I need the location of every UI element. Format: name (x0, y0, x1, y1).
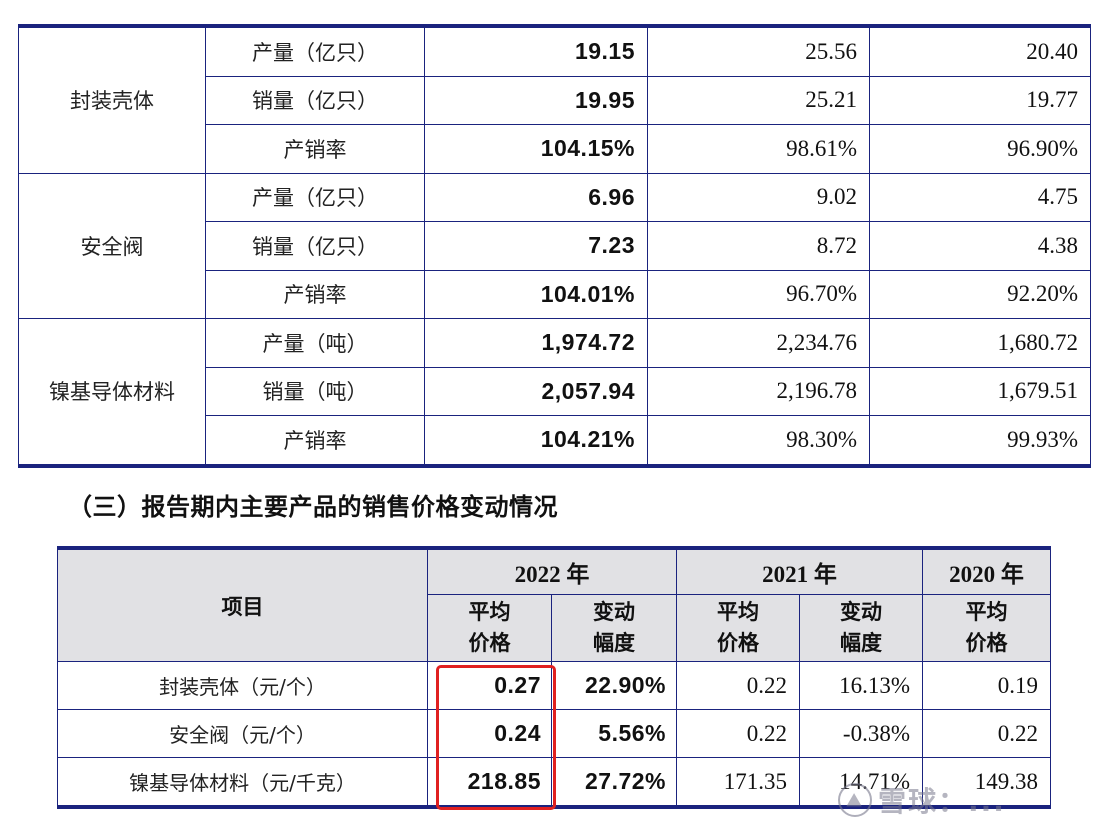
header-avg-price-2021: 平均 价格 (676, 594, 800, 662)
metric-cell: 产销率 (205, 269, 425, 319)
value-2022: 1,974.72 (424, 318, 648, 368)
table-row: 安全阀（元/个） 0.24 5.56% 0.22 -0.38% 0.22 (57, 709, 1051, 758)
price-change-table: 项目 2022 年 2021 年 2020 年 平均 价格 变动 幅度 平均 价… (57, 546, 1051, 809)
value-2021: 8.72 (647, 221, 870, 271)
value-2020: 19.77 (869, 75, 1091, 125)
value-2022: 104.15% (424, 124, 648, 174)
metric-cell: 产销率 (205, 415, 425, 466)
value-2021: 2,196.78 (647, 366, 870, 416)
value-2022: 104.01% (424, 269, 648, 319)
value-2021: 98.30% (647, 415, 870, 466)
price-2022: 218.85 (427, 757, 552, 808)
price-2022: 0.27 (427, 661, 552, 710)
category-cell: 镍基导体材料 (18, 318, 206, 466)
metric-cell: 销量（亿只） (205, 75, 425, 125)
change-2022: 27.72% (551, 757, 677, 808)
table-row: 封装壳体（元/个） 0.27 22.90% 0.22 16.13% 0.19 (57, 661, 1051, 710)
change-2022: 22.90% (551, 661, 677, 710)
change-2022: 5.56% (551, 709, 677, 758)
metric-cell: 产量（吨） (205, 318, 425, 368)
metric-cell: 产量（亿只） (205, 25, 425, 77)
watermark-text: 雪球：... (878, 785, 1006, 818)
value-2020: 92.20% (869, 269, 1091, 319)
header-year-2022: 2022 年 (427, 547, 677, 595)
header-year-2021: 2021 年 (676, 547, 923, 595)
metric-cell: 产量（亿只） (205, 172, 425, 222)
value-2020: 1,680.72 (869, 318, 1091, 368)
product-name: 封装壳体（元/个） (57, 661, 428, 710)
product-name: 镍基导体材料（元/千克） (57, 757, 428, 808)
table-row: 镍基导体材料 产量（吨） 1,974.72 2,234.76 1,680.72 (18, 318, 1091, 466)
price-2022: 0.24 (427, 709, 552, 758)
header-row-sub: 平均 价格 变动 幅度 平均 价格 变动 幅度 平均 价格 (58, 594, 1051, 662)
value-2022: 7.23 (424, 221, 648, 271)
value-2022: 19.95 (424, 75, 648, 125)
snowball-logo-icon: ⛰ (838, 783, 872, 817)
price-2020: 0.22 (922, 709, 1051, 758)
value-2020: 99.93% (869, 415, 1091, 466)
value-2021: 98.61% (647, 124, 870, 174)
header-avg-price-2020: 平均 价格 (922, 594, 1051, 662)
product-name: 安全阀（元/个） (57, 709, 428, 758)
value-2020: 4.38 (869, 221, 1091, 271)
section-heading: （三）报告期内主要产品的销售价格变动情况 (68, 493, 558, 521)
value-2020: 1,679.51 (869, 366, 1091, 416)
value-2022: 2,057.94 (424, 366, 648, 416)
header-year-2020: 2020 年 (922, 547, 1051, 595)
value-2022: 19.15 (424, 25, 648, 77)
value-2020: 96.90% (869, 124, 1091, 174)
value-2020: 20.40 (869, 25, 1091, 77)
table-row: 镍基导体材料（元/千克） 218.85 27.72% 171.35 14.71%… (57, 757, 1051, 808)
watermark: ⛰ 雪球：... (838, 780, 1006, 820)
header-change-2021: 变动 幅度 (799, 594, 923, 662)
value-2021: 96.70% (647, 269, 870, 319)
table-row: 安全阀 产量（亿只） 6.96 9.02 4.75 (18, 172, 1091, 319)
value-2021: 25.21 (647, 75, 870, 125)
category-cell: 安全阀 (18, 172, 206, 319)
price-2021: 171.35 (676, 757, 800, 808)
category-cell: 封装壳体 (18, 25, 206, 174)
price-2020: 149.38 (922, 757, 1051, 808)
header-item: 项目 (57, 547, 428, 662)
table-row: 封装壳体 产量（亿只） 19.15 25.56 20.40 (18, 25, 1091, 174)
change-2021: 16.13% (799, 661, 923, 710)
value-2021: 9.02 (647, 172, 870, 222)
table-row: 销量（亿只） 7.23 8.72 4.38 (19, 221, 1091, 271)
production-sales-table: 封装壳体 产量（亿只） 19.15 25.56 20.40 销量（亿只） 19.… (18, 24, 1091, 468)
table-row: 销量（吨） 2,057.94 2,196.78 1,679.51 (19, 366, 1091, 416)
value-2020: 4.75 (869, 172, 1091, 222)
price-2021: 0.22 (676, 709, 800, 758)
value-2022: 104.21% (424, 415, 648, 466)
value-2021: 2,234.76 (647, 318, 870, 368)
metric-cell: 销量（亿只） (205, 221, 425, 271)
header-avg-price-2022: 平均 价格 (427, 594, 552, 662)
metric-cell: 销量（吨） (205, 366, 425, 416)
value-2022: 6.96 (424, 172, 648, 222)
table-row: 产销率 104.21% 98.30% 99.93% (19, 415, 1091, 466)
header-row-years: 项目 2022 年 2021 年 2020 年 (57, 547, 1051, 662)
value-2021: 25.56 (647, 25, 870, 77)
table-row: 产销率 104.01% 96.70% 92.20% (19, 269, 1091, 319)
metric-cell: 产销率 (205, 124, 425, 174)
price-2020: 0.19 (922, 661, 1051, 710)
price-2021: 0.22 (676, 661, 800, 710)
header-change-2022: 变动 幅度 (551, 594, 677, 662)
change-2021: -0.38% (799, 709, 923, 758)
